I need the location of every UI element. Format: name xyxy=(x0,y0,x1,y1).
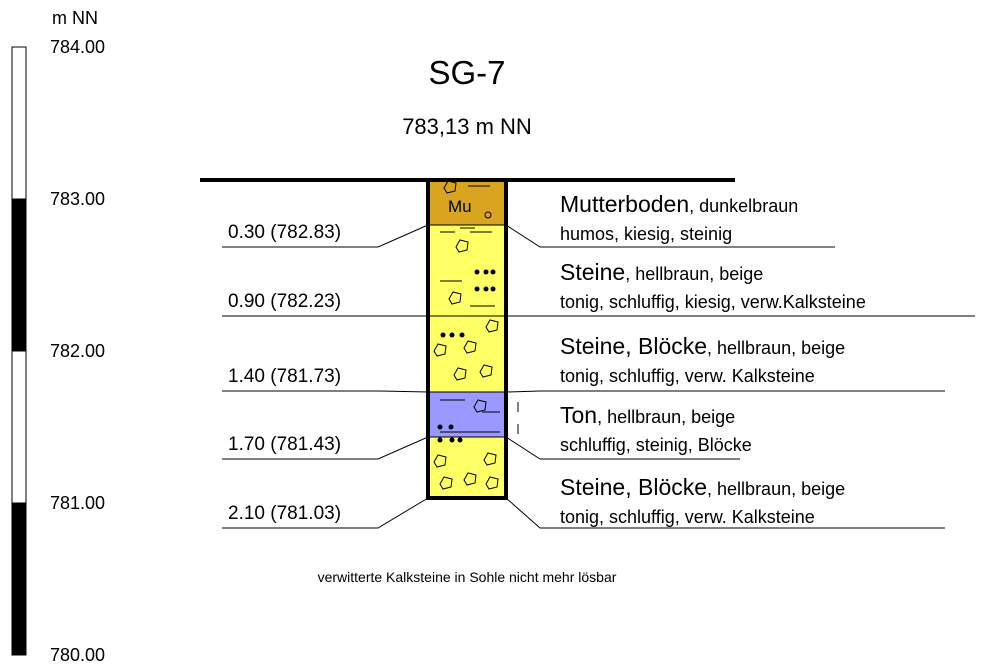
scale-label: 783.00 xyxy=(50,189,105,209)
layer-description: Steine, hellbraun, beige xyxy=(560,259,763,285)
scale-unit: m NN xyxy=(52,8,98,28)
gravel-symbol xyxy=(450,333,455,338)
layer xyxy=(428,392,506,437)
depth-label: 2.10 (781.03) xyxy=(228,503,341,524)
note: verwitterte Kalksteine in Sohle nicht me… xyxy=(318,569,617,585)
elevation: 783,13 m NN xyxy=(402,114,532,139)
borehole-log: m NN SG-7 783,13 m NN verwitterte Kalkst… xyxy=(0,0,989,668)
layer-details: humos, kiesig, steinig xyxy=(560,224,732,244)
gravel-symbol xyxy=(484,287,489,292)
scale-label: 782.00 xyxy=(50,341,105,361)
layer-name: Ton xyxy=(560,402,597,428)
leader-right xyxy=(506,391,945,392)
depth-label: 1.40 (781.73) xyxy=(228,366,341,387)
layer-name: Steine, Blöcke xyxy=(560,333,707,359)
layer-details: schluffig, steinig, Blöcke xyxy=(560,435,752,455)
layer-details: tonig, schluffig, verw. Kalksteine xyxy=(560,507,815,527)
gravel-symbol xyxy=(484,270,489,275)
layer-description: Steine, Blöcke, hellbraun, beige xyxy=(560,474,845,500)
layer-attributes: , hellbraun, beige xyxy=(707,479,845,499)
gravel-symbol xyxy=(441,333,446,338)
scale-label: 780.00 xyxy=(50,645,105,665)
scale-segment xyxy=(12,199,26,351)
layer-details: tonig, schluffig, kiesig, verw.Kalkstein… xyxy=(560,292,866,312)
title: SG-7 xyxy=(428,54,505,91)
layer xyxy=(428,316,506,392)
gravel-symbol xyxy=(475,287,480,292)
gravel-symbol xyxy=(491,287,496,292)
layer-description: Steine, Blöcke, hellbraun, beige xyxy=(560,333,845,359)
scale-segment xyxy=(12,351,26,503)
leader-left xyxy=(222,391,428,392)
layer-attributes: , dunkelbraun xyxy=(689,196,798,216)
gravel-symbol xyxy=(450,438,455,443)
scale-segment xyxy=(12,47,26,199)
layer-description: Ton, hellbraun, beige xyxy=(560,402,735,428)
layer-name: Mutterboden xyxy=(560,191,689,217)
gravel-symbol xyxy=(458,438,463,443)
gravel-symbol xyxy=(491,270,496,275)
gravel-symbol xyxy=(475,270,480,275)
scale-label: 784.00 xyxy=(50,37,105,57)
layer-description: Mutterboden, dunkelbraun xyxy=(560,191,798,217)
layer-symbol: Mu xyxy=(448,197,472,216)
scale-segment xyxy=(12,503,26,655)
layer-attributes: , hellbraun, beige xyxy=(625,264,763,284)
gravel-symbol xyxy=(438,438,443,443)
gravel-symbol xyxy=(449,425,454,430)
depth-label: 1.70 (781.43) xyxy=(228,434,341,455)
layer xyxy=(428,437,506,498)
depth-label: 0.90 (782.23) xyxy=(228,291,341,312)
layer-name: Steine xyxy=(560,259,625,285)
gravel-symbol xyxy=(438,425,443,430)
depth-label: 0.30 (782.83) xyxy=(228,222,341,243)
gravel-symbol xyxy=(460,333,465,338)
layer-attributes: , hellbraun, beige xyxy=(597,407,735,427)
layer-attributes: , hellbraun, beige xyxy=(707,338,845,358)
scale-label: 781.00 xyxy=(50,493,105,513)
layer-details: tonig, schluffig, verw. Kalksteine xyxy=(560,366,815,386)
layer-name: Steine, Blöcke xyxy=(560,474,707,500)
